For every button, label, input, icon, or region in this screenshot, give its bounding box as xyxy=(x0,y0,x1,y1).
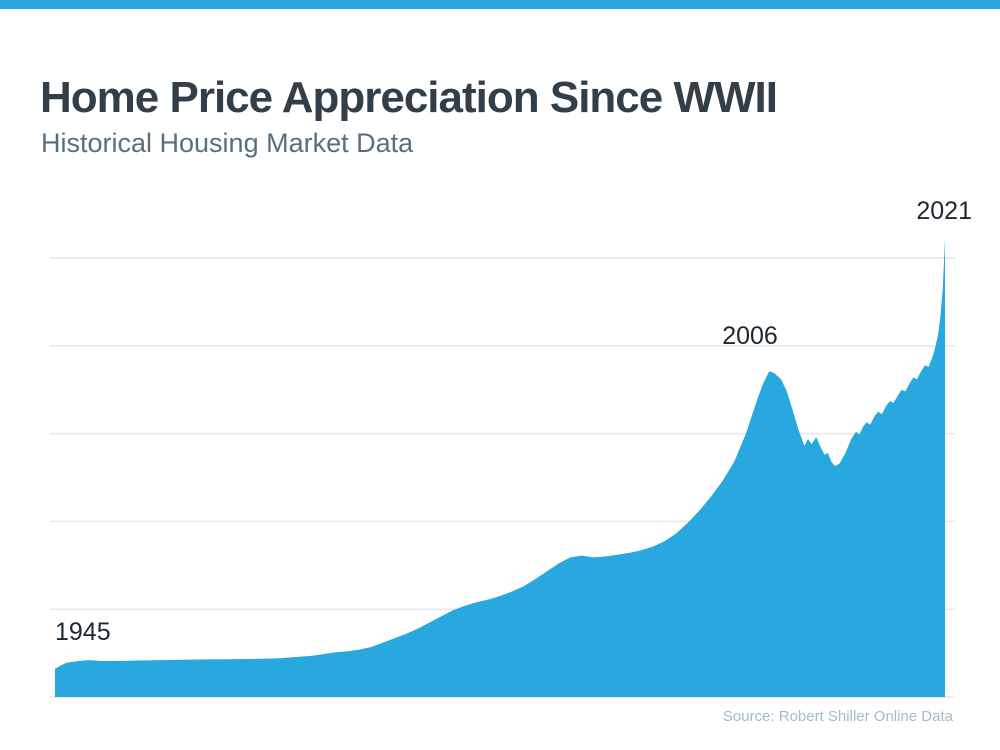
page-subtitle: Historical Housing Market Data xyxy=(41,128,414,159)
top-accent-bar xyxy=(0,0,1000,9)
annotation-1945: 1945 xyxy=(55,618,111,646)
page-title: Home Price Appreciation Since WWII xyxy=(40,73,778,123)
annotation-2021: 2021 xyxy=(916,197,972,225)
source-credit: Source: Robert Shiller Online Data xyxy=(722,708,953,725)
annotation-2006: 2006 xyxy=(722,322,778,350)
